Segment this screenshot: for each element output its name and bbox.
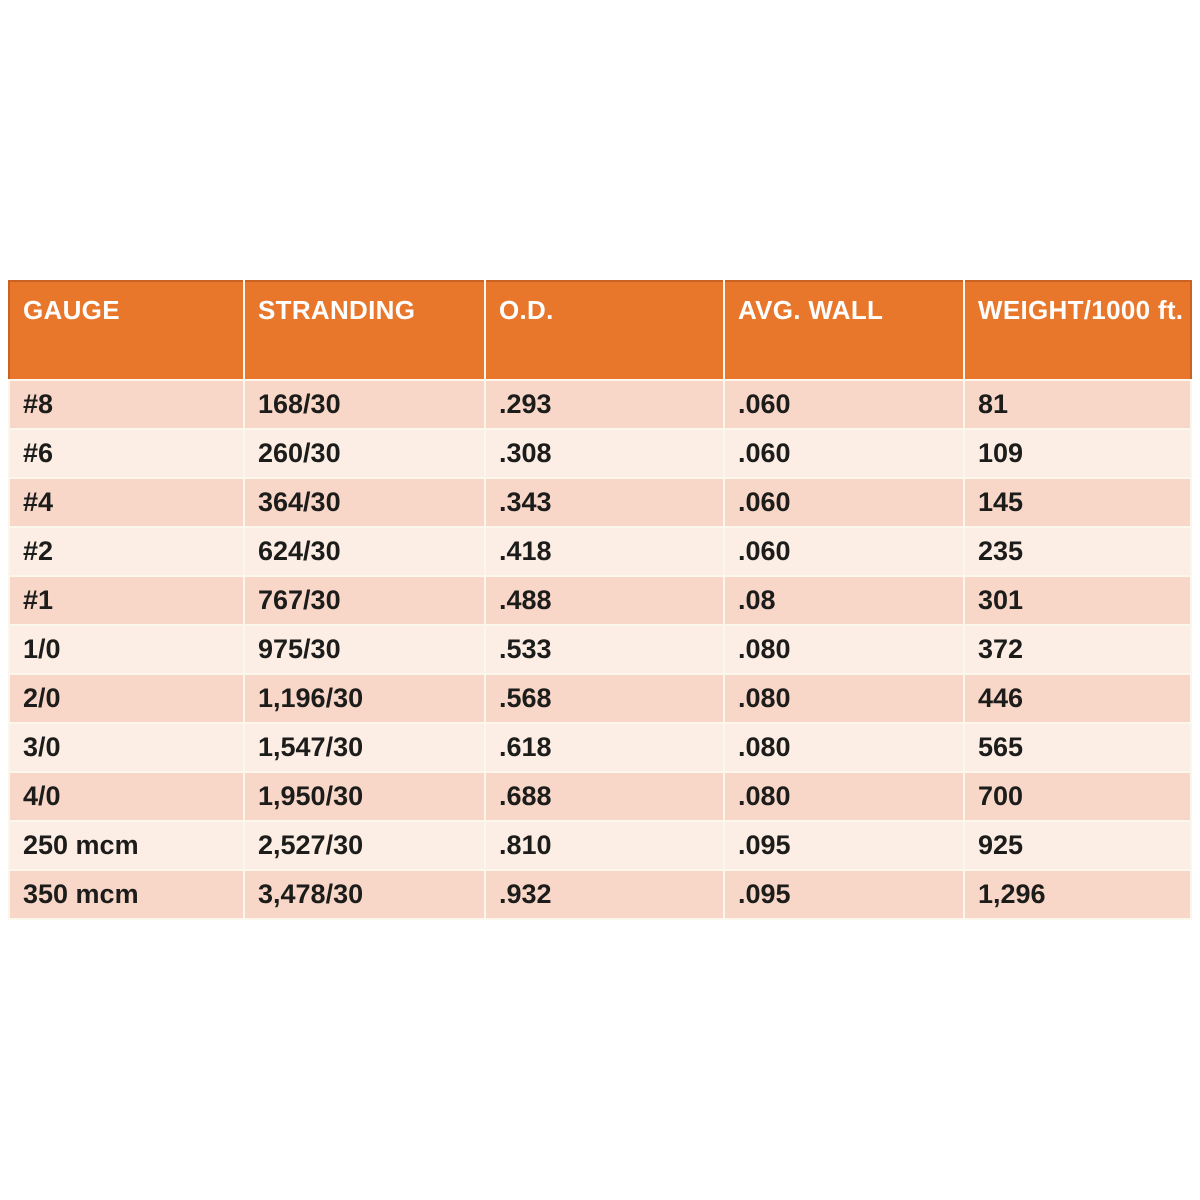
table-cell: .060: [723, 428, 965, 479]
table-row: 3/0 1,547/30.618.080 565: [8, 722, 1192, 773]
table-cell: 372: [963, 624, 1192, 675]
table-cell: .095: [723, 820, 965, 871]
table-cell: .060: [723, 526, 965, 577]
table-cell: .343: [484, 477, 725, 528]
table-cell: 250 mcm: [8, 820, 245, 871]
table-cell: 565: [963, 722, 1192, 773]
table-row: #6 260/30.308.060 109: [8, 428, 1192, 479]
table-cell: #2: [8, 526, 245, 577]
table-cell: 767/30: [243, 575, 486, 626]
table-cell: 1,296: [963, 869, 1192, 920]
table-row: #2 624/30.418.060 235: [8, 526, 1192, 577]
table-cell: 1,950/30: [243, 771, 486, 822]
table-cell: 260/30: [243, 428, 486, 479]
column-header-weight: WEIGHT/1000 ft.: [963, 280, 1192, 381]
table-cell: 975/30: [243, 624, 486, 675]
table-row: 350 mcm 3,478/30.932.095 1,296: [8, 869, 1192, 920]
table-cell: .688: [484, 771, 725, 822]
table-cell: 235: [963, 526, 1192, 577]
table-cell: 700: [963, 771, 1192, 822]
table-row: 4/0 1,950/30.688.080 700: [8, 771, 1192, 822]
table-cell: 1,196/30: [243, 673, 486, 724]
table-row: #8 168/30.293.060 81: [8, 379, 1192, 430]
table-cell: 145: [963, 477, 1192, 528]
table-cell: .533: [484, 624, 725, 675]
table-body: #8 168/30.293.060 81 #6 260/30.308.060 109 #4 3…: [8, 379, 1192, 920]
table-cell: 1,547/30: [243, 722, 486, 773]
table-cell: .080: [723, 624, 965, 675]
table-cell: #1: [8, 575, 245, 626]
table-cell: .060: [723, 379, 965, 430]
table-cell: .293: [484, 379, 725, 430]
table-cell: 2,527/30: [243, 820, 486, 871]
table-cell: .568: [484, 673, 725, 724]
table-cell: #8: [8, 379, 245, 430]
table-row: #1 767/30.488.08 301: [8, 575, 1192, 626]
table-cell: 364/30: [243, 477, 486, 528]
table-cell: #4: [8, 477, 245, 528]
table-cell: 168/30: [243, 379, 486, 430]
column-header-avg-wall: AVG. WALL: [723, 280, 965, 381]
table-cell: .488: [484, 575, 725, 626]
table-cell: .618: [484, 722, 725, 773]
table-cell: 624/30: [243, 526, 486, 577]
table-cell: 301: [963, 575, 1192, 626]
table-cell: .418: [484, 526, 725, 577]
table-cell: 4/0: [8, 771, 245, 822]
table-cell: .080: [723, 722, 965, 773]
table-cell: .308: [484, 428, 725, 479]
table-cell: 1/0: [8, 624, 245, 675]
table-cell: .08: [723, 575, 965, 626]
column-header-od: O.D.: [484, 280, 725, 381]
table-cell: .060: [723, 477, 965, 528]
table-row: 250 mcm 2,527/30.810.095 925: [8, 820, 1192, 871]
table-cell: 446: [963, 673, 1192, 724]
table-header-row: GAUGE STRANDING O.D. AVG. WALL WEIGHT/10…: [8, 280, 1192, 381]
table-cell: .932: [484, 869, 725, 920]
table-cell: 3/0: [8, 722, 245, 773]
table-row: 2/0 1,196/30.568.080 446: [8, 673, 1192, 724]
table-cell: 2/0: [8, 673, 245, 724]
table-row: #4 364/30.343.060 145: [8, 477, 1192, 528]
wire-spec-table: GAUGE STRANDING O.D. AVG. WALL WEIGHT/10…: [8, 280, 1192, 920]
table-cell: .095: [723, 869, 965, 920]
table-cell: 109: [963, 428, 1192, 479]
table-cell: #6: [8, 428, 245, 479]
table-cell: 350 mcm: [8, 869, 245, 920]
table-cell: .810: [484, 820, 725, 871]
table-cell: 81: [963, 379, 1192, 430]
column-header-gauge: GAUGE: [8, 280, 245, 381]
column-header-stranding: STRANDING: [243, 280, 486, 381]
table-row: 1/0 975/30.533.080 372: [8, 624, 1192, 675]
table-cell: 925: [963, 820, 1192, 871]
table-cell: .080: [723, 771, 965, 822]
table-cell: 3,478/30: [243, 869, 486, 920]
table-cell: .080: [723, 673, 965, 724]
